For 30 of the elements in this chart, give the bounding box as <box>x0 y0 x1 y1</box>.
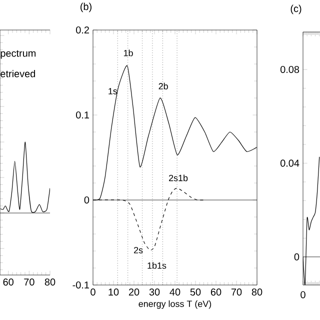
y-tick-label: 0 <box>84 196 90 204</box>
x-tick-label: 80 <box>44 278 56 286</box>
x-tick-label: 80 <box>252 288 262 296</box>
text: pectrum <box>0 50 36 59</box>
x-tick-label: 60 <box>3 278 14 286</box>
y-tick-label: 0.1 <box>76 111 89 119</box>
x-axis-title: energy loss T (eV) <box>138 300 212 309</box>
chart-title: (b) <box>80 2 92 12</box>
x-tick-label: 70 <box>231 288 242 296</box>
x-tick-label: 60 <box>210 288 222 296</box>
annotation: 1b1s <box>148 262 166 269</box>
y-tick-label: 0 <box>294 253 300 260</box>
annotation: 1b <box>124 50 133 56</box>
annotation: 2s <box>134 246 143 254</box>
annotation: 2s1b <box>169 174 188 182</box>
x-tick-label: 20 <box>128 288 140 296</box>
x-tick-label: 30 <box>149 288 160 296</box>
text: etrieved <box>0 70 36 78</box>
x-tick-label: 0 <box>90 288 96 296</box>
y-tick-label: -0.1 <box>72 281 89 289</box>
chart-title: (c) <box>290 4 302 14</box>
x-tick-label: 10 <box>108 288 119 296</box>
annotation: 2b <box>158 82 168 90</box>
x-tick-label: 50 <box>190 288 201 296</box>
x-tick-label: 40 <box>170 288 180 296</box>
y-tick-label: 0.04 <box>280 160 300 167</box>
y-tick-label: 0.2 <box>76 26 89 34</box>
y-tick-label: 0.08 <box>280 66 300 73</box>
annotation: 1s <box>108 88 118 94</box>
x-tick-label: 70 <box>24 278 34 286</box>
